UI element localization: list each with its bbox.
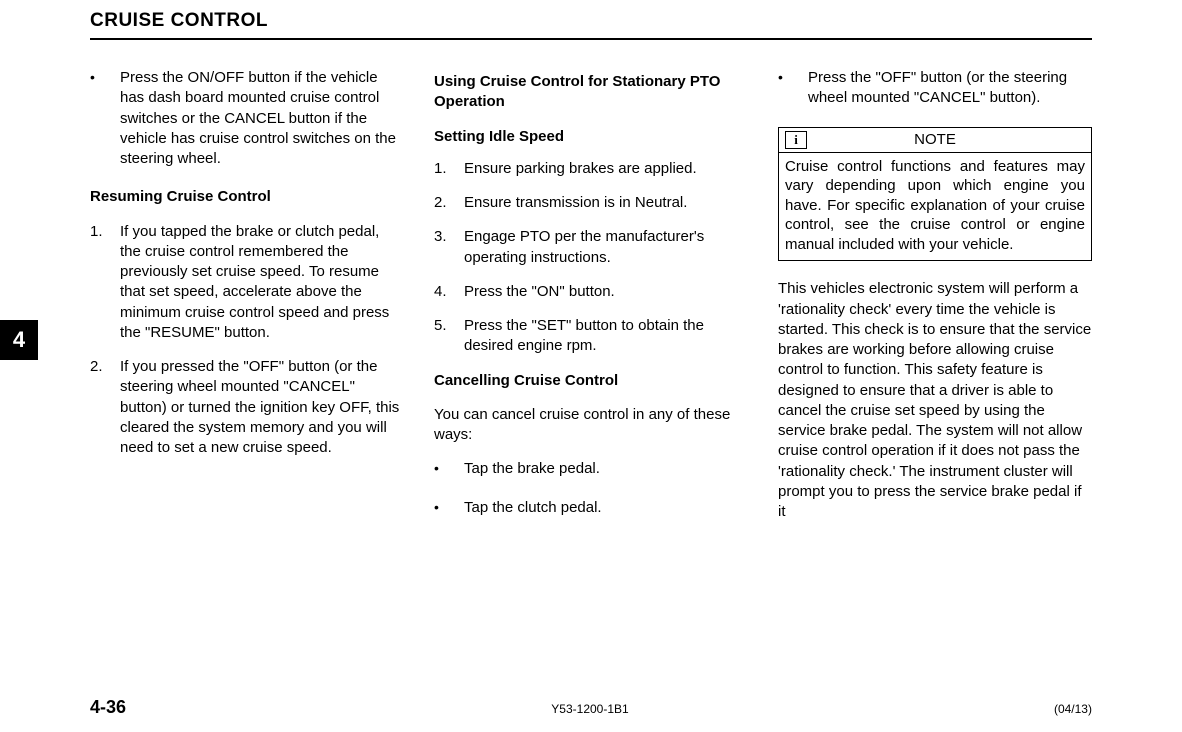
sub-heading-idle: Setting Idle Speed — [434, 127, 748, 147]
bullet-text: Press the ON/OFF button if the vehicle h… — [120, 68, 404, 169]
numbered-mark: 3. — [434, 227, 464, 268]
numbered-text: If you tapped the brake or clutch pedal,… — [120, 222, 404, 344]
page-footer: 4-36 Y53-1200-1B1 (04/13) — [90, 697, 1092, 718]
numbered-text: Press the "SET" button to obtain the des… — [464, 316, 748, 357]
numbered-item: 5. Press the "SET" button to obtain the … — [434, 316, 748, 357]
bullet-mark: • — [434, 459, 464, 479]
numbered-text: Ensure transmission is in Neutral. — [464, 193, 748, 213]
bullet-text: Tap the brake pedal. — [464, 459, 748, 479]
numbered-text: Ensure parking brakes are applied. — [464, 159, 748, 179]
note-box: i NOTE Cruise control functions and feat… — [778, 127, 1092, 262]
numbered-mark: 4. — [434, 282, 464, 302]
numbered-item: 4. Press the "ON" button. — [434, 282, 748, 302]
page-header: CRUISE CONTROL — [90, 10, 1092, 40]
column-1: • Press the ON/OFF button if the vehicle… — [90, 68, 404, 536]
section-heading-cancelling: Cancelling Cruise Control — [434, 371, 748, 391]
numbered-mark: 1. — [434, 159, 464, 179]
note-header: i NOTE — [779, 128, 1091, 153]
numbered-item: 3. Engage PTO per the manufacturer's ope… — [434, 227, 748, 268]
numbered-item: 2. If you pressed the "OFF" button (or t… — [90, 357, 404, 458]
numbered-item: 1. Ensure parking brakes are applied. — [434, 159, 748, 179]
bullet-mark: • — [90, 68, 120, 169]
column-3: • Press the "OFF" button (or the steerin… — [778, 68, 1092, 536]
numbered-text: Press the "ON" button. — [464, 282, 748, 302]
content-columns: • Press the ON/OFF button if the vehicle… — [90, 68, 1092, 536]
numbered-mark: 2. — [434, 193, 464, 213]
bullet-item: • Tap the clutch pedal. — [434, 498, 748, 518]
section-heading-resuming: Resuming Cruise Control — [90, 187, 404, 207]
header-title: CRUISE CONTROL — [90, 10, 1092, 32]
column-2: Using Cruise Control for Stationary PTO … — [434, 68, 748, 536]
numbered-mark: 5. — [434, 316, 464, 357]
numbered-item: 1. If you tapped the brake or clutch ped… — [90, 222, 404, 344]
bullet-item: • Press the "OFF" button (or the steerin… — [778, 68, 1092, 109]
bullet-item: • Tap the brake pedal. — [434, 459, 748, 479]
numbered-mark: 2. — [90, 357, 120, 458]
page-container: CRUISE CONTROL 4 • Press the ON/OFF butt… — [0, 0, 1182, 732]
bullet-text: Tap the clutch pedal. — [464, 498, 748, 518]
numbered-text: If you pressed the "OFF" button (or the … — [120, 357, 404, 458]
bullet-text: Press the "OFF" button (or the steering … — [808, 68, 1092, 109]
numbered-text: Engage PTO per the manufacturer's operat… — [464, 227, 748, 268]
intro-paragraph: You can cancel cruise control in any of … — [434, 405, 748, 446]
bullet-mark: • — [434, 498, 464, 518]
page-number: 4-36 — [90, 697, 126, 718]
section-heading-pto: Using Cruise Control for Stationary PTO … — [434, 72, 748, 113]
numbered-mark: 1. — [90, 222, 120, 344]
body-paragraph: This vehicles electronic system will per… — [778, 279, 1092, 522]
numbered-item: 2. Ensure transmission is in Neutral. — [434, 193, 748, 213]
info-icon: i — [785, 131, 807, 149]
chapter-tab: 4 — [0, 320, 38, 360]
note-body: Cruise control functions and features ma… — [779, 153, 1091, 261]
note-label: NOTE — [815, 130, 1085, 150]
bullet-item: • Press the ON/OFF button if the vehicle… — [90, 68, 404, 169]
bullet-mark: • — [778, 68, 808, 109]
revision-date: (04/13) — [1054, 702, 1092, 716]
document-id: Y53-1200-1B1 — [551, 702, 628, 716]
